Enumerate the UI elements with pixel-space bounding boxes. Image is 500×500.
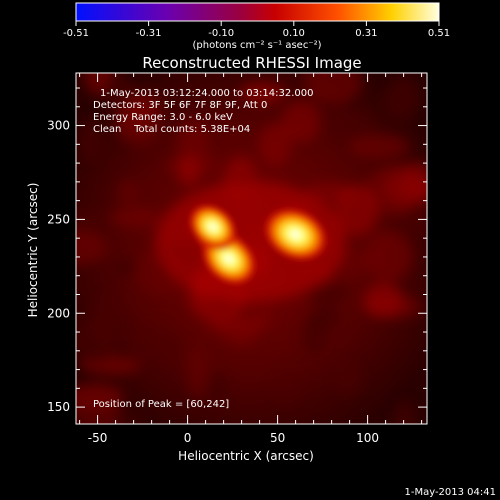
annotation-time-range: 1-May-2013 03:12:24.000 to 03:14:32.000 (100, 88, 313, 99)
texture-blotch (76, 390, 121, 424)
texture-blotch (281, 100, 322, 143)
emission-sources (186, 202, 331, 288)
colorbar-tick-label: -0.31 (136, 28, 162, 39)
texture-blotch (384, 76, 420, 120)
texture-blotch (77, 118, 102, 162)
plot-area (76, 73, 427, 424)
y-tick-label: 250 (47, 212, 70, 226)
texture-blotch (186, 346, 209, 397)
emission-source (186, 202, 239, 252)
texture-blotch (258, 123, 292, 166)
y-tick-label: 300 (47, 119, 70, 133)
colorbar-tick-label: 0.31 (355, 28, 377, 39)
annotation-energy-range: Energy Range: 3.0 - 6.0 keV (93, 112, 233, 123)
y-axis: 150 200 250 300 (47, 87, 427, 414)
texture-blotch (113, 256, 139, 279)
texture-blotch (404, 200, 427, 234)
y-tick-label: 200 (47, 306, 70, 320)
texture-blotch (240, 81, 285, 105)
texture-blotch (349, 134, 410, 159)
texture-blotch (400, 161, 427, 202)
texture-blotch (304, 73, 363, 105)
colorbar: -0.51 -0.31 -0.10 0.10 0.31 0.51 (photons cm⁻… (63, 2, 450, 51)
colorbar-tick-labels: -0.51 -0.31 -0.10 0.10 0.31 0.51 (63, 21, 450, 39)
y-tick-label: 150 (47, 400, 70, 414)
info-annotations: 1-May-2013 03:12:24.000 to 03:14:32.000 … (93, 88, 313, 135)
x-axis: -50 0 50 100 (79, 73, 423, 445)
colorbar-tick-label: -0.51 (63, 28, 89, 39)
peak-position-label: Position of Peak = [60,242] (93, 399, 229, 410)
texture-blotch (223, 320, 258, 346)
texture-blotch (115, 103, 160, 144)
texture-blotch (314, 111, 375, 132)
colorbar-tick-label: 0.10 (283, 28, 305, 39)
texture-blotch (303, 280, 350, 304)
texture-blotch (301, 312, 329, 355)
x-tick-label: -50 (88, 431, 108, 445)
colorbar-tick-label: 0.51 (428, 28, 450, 39)
chart-title: Reconstructed RHESSI Image (142, 54, 361, 72)
texture-blotch (92, 296, 115, 341)
texture-blotch (133, 146, 180, 165)
texture-blotch (250, 309, 273, 328)
colorbar-gradient (75, 2, 440, 22)
colorbar-label: (photons cm⁻² s⁻¹ asec⁻²) (192, 40, 321, 51)
texture-blotch (335, 362, 363, 396)
texture-blotch (177, 119, 209, 164)
x-axis-label: Heliocentric X (arcsec) (178, 449, 314, 463)
texture-blotch (334, 185, 379, 236)
texture-blotch (130, 324, 180, 359)
texture-blotch (364, 282, 403, 317)
annotation-detectors: Detectors: 3F 5F 6F 7F 8F 9F, Att 0 (93, 100, 267, 111)
plot-frame (75, 72, 428, 425)
emission-source (261, 205, 331, 264)
texture-blotch (110, 207, 161, 228)
annotation-counts: Clean Total counts: 5.38E+04 (93, 124, 250, 135)
y-axis-label: Heliocentric Y (arcsec) (26, 183, 40, 318)
texture-blotch (207, 372, 229, 401)
colorbar-tick-label: -0.10 (208, 28, 234, 39)
x-tick-label: 50 (270, 431, 285, 445)
texture-blotch (364, 231, 413, 281)
x-tick-label: 0 (184, 431, 192, 445)
texture-blotch (337, 249, 370, 279)
texture-blotch (76, 230, 107, 265)
x-tick-label: 100 (356, 431, 379, 445)
texture-blotch (117, 179, 140, 205)
texture-blotch (177, 156, 200, 187)
texture-blotch (102, 73, 133, 111)
texture-blotch (393, 400, 416, 424)
texture-blotch (274, 369, 303, 403)
timestamp: 1-May-2013 04:41 (404, 487, 496, 498)
